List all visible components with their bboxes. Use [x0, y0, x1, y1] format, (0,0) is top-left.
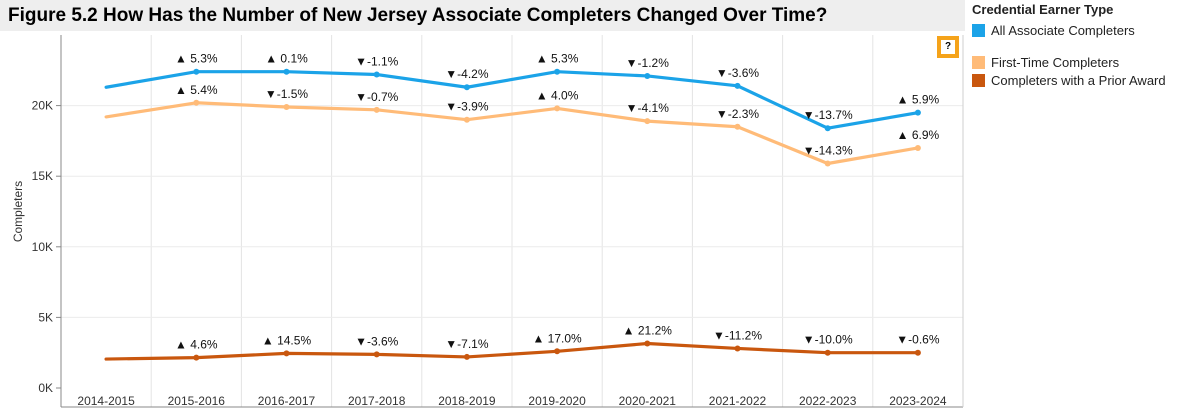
data-label: ▲ 0.1%	[265, 52, 308, 66]
x-tick-label: 2015-2016	[168, 394, 226, 408]
data-label: ▲ 14.5%	[262, 333, 312, 347]
data-label: ▼-4.1%	[626, 101, 670, 115]
data-point	[283, 104, 290, 111]
data-point	[373, 106, 380, 113]
data-label: ▲ 17.0%	[532, 331, 582, 345]
data-label: ▼-0.7%	[355, 90, 399, 104]
data-label: ▼-1.2%	[626, 56, 670, 70]
y-tick-label: 0K	[38, 381, 53, 395]
data-label: ▼-0.6%	[896, 333, 940, 347]
data-point	[554, 105, 561, 112]
x-tick-label: 2018-2019	[438, 394, 496, 408]
x-tick-label: 2014-2015	[77, 394, 135, 408]
data-point	[734, 123, 741, 130]
series-line-0	[104, 70, 920, 130]
x-tick-label: 2017-2018	[348, 394, 406, 408]
data-point	[644, 118, 651, 125]
data-point	[914, 349, 921, 356]
series-line-1	[104, 101, 920, 166]
data-point	[914, 144, 921, 151]
legend-swatch	[972, 23, 985, 37]
data-point	[373, 351, 380, 358]
data-label: ▼-3.6%	[355, 334, 399, 348]
data-point	[824, 125, 831, 132]
chart-title: Figure 5.2 How Has the Number of New Jer…	[8, 5, 828, 26]
data-label: ▼-1.5%	[265, 87, 309, 101]
data-point	[824, 349, 831, 356]
legend-label: Completers with a Prior Award	[991, 72, 1166, 88]
legend-title: Credential Earner Type	[972, 2, 1114, 17]
legend-swatch	[972, 55, 985, 69]
data-point	[463, 116, 470, 123]
legend-item-all-associate[interactable]: All Associate Completers	[972, 21, 1187, 39]
data-label: ▼-2.3%	[716, 107, 760, 121]
data-point	[734, 345, 741, 352]
data-label: ▲ 5.3%	[536, 52, 579, 66]
data-label: ▼-13.7%	[803, 108, 853, 122]
x-tick-label: 2019-2020	[528, 394, 586, 408]
legend-item-prior-award[interactable]: Completers with a Prior Award	[972, 71, 1187, 89]
title-bar: Figure 5.2 How Has the Number of New Jer…	[0, 0, 965, 31]
legend-swatch	[972, 73, 985, 87]
series-line-2	[104, 341, 920, 361]
data-label: ▲ 5.4%	[175, 83, 218, 97]
data-point	[644, 72, 651, 79]
data-label: ▼-4.2%	[445, 67, 489, 81]
data-point	[283, 68, 290, 75]
legend: Credential Earner Type All Associate Com…	[972, 2, 1187, 89]
help-button[interactable]: ?	[937, 36, 959, 58]
data-point	[554, 348, 561, 355]
data-label: ▲ 4.6%	[175, 338, 218, 352]
data-label: ▼-11.2%	[713, 328, 762, 342]
x-tick-label: 2023-2024	[889, 394, 947, 408]
x-tick-label: 2016-2017	[258, 394, 316, 408]
data-point	[193, 99, 200, 106]
data-label: ▼-7.1%	[445, 337, 489, 351]
x-tick-label: 2020-2021	[619, 394, 677, 408]
data-point	[463, 84, 470, 91]
legend-label: All Associate Completers	[991, 22, 1135, 38]
data-label: ▼-10.0%	[803, 333, 853, 347]
data-label: ▲ 5.3%	[175, 52, 218, 66]
y-axis-label: Completers	[11, 181, 25, 242]
data-label: ▲ 4.0%	[536, 88, 579, 102]
data-point	[914, 109, 921, 116]
data-label: ▼-1.1%	[355, 55, 399, 69]
y-tick-label: 20K	[32, 99, 53, 113]
help-icon: ?	[941, 40, 955, 54]
data-label: ▼-3.6%	[716, 66, 760, 80]
legend-label: First-Time Completers	[991, 54, 1120, 70]
data-point	[824, 160, 831, 167]
y-tick-label: 10K	[32, 240, 53, 254]
legend-item-first-time[interactable]: First-Time Completers	[972, 53, 1187, 71]
data-point	[734, 82, 741, 89]
x-tick-label: 2021-2022	[709, 394, 767, 408]
data-point	[193, 68, 200, 75]
data-label: ▲ 21.2%	[623, 324, 673, 338]
data-point	[373, 71, 380, 78]
data-label: ▲ 6.9%	[897, 128, 940, 142]
data-point	[463, 353, 470, 360]
data-point	[554, 68, 561, 75]
data-point	[193, 354, 200, 361]
data-label: ▲ 5.9%	[897, 93, 940, 107]
data-point	[644, 340, 651, 347]
y-tick-label: 15K	[32, 169, 53, 183]
line-chart: 0K 5K 10K 15K 20K Completers 2014-2015 2015-201…	[11, 35, 964, 408]
data-point	[283, 350, 290, 357]
y-tick-label: 5K	[38, 310, 53, 324]
x-tick-label: 2022-2023	[799, 394, 857, 408]
data-label: ▼-3.9%	[445, 100, 489, 114]
data-label: ▼-14.3%	[803, 143, 853, 157]
